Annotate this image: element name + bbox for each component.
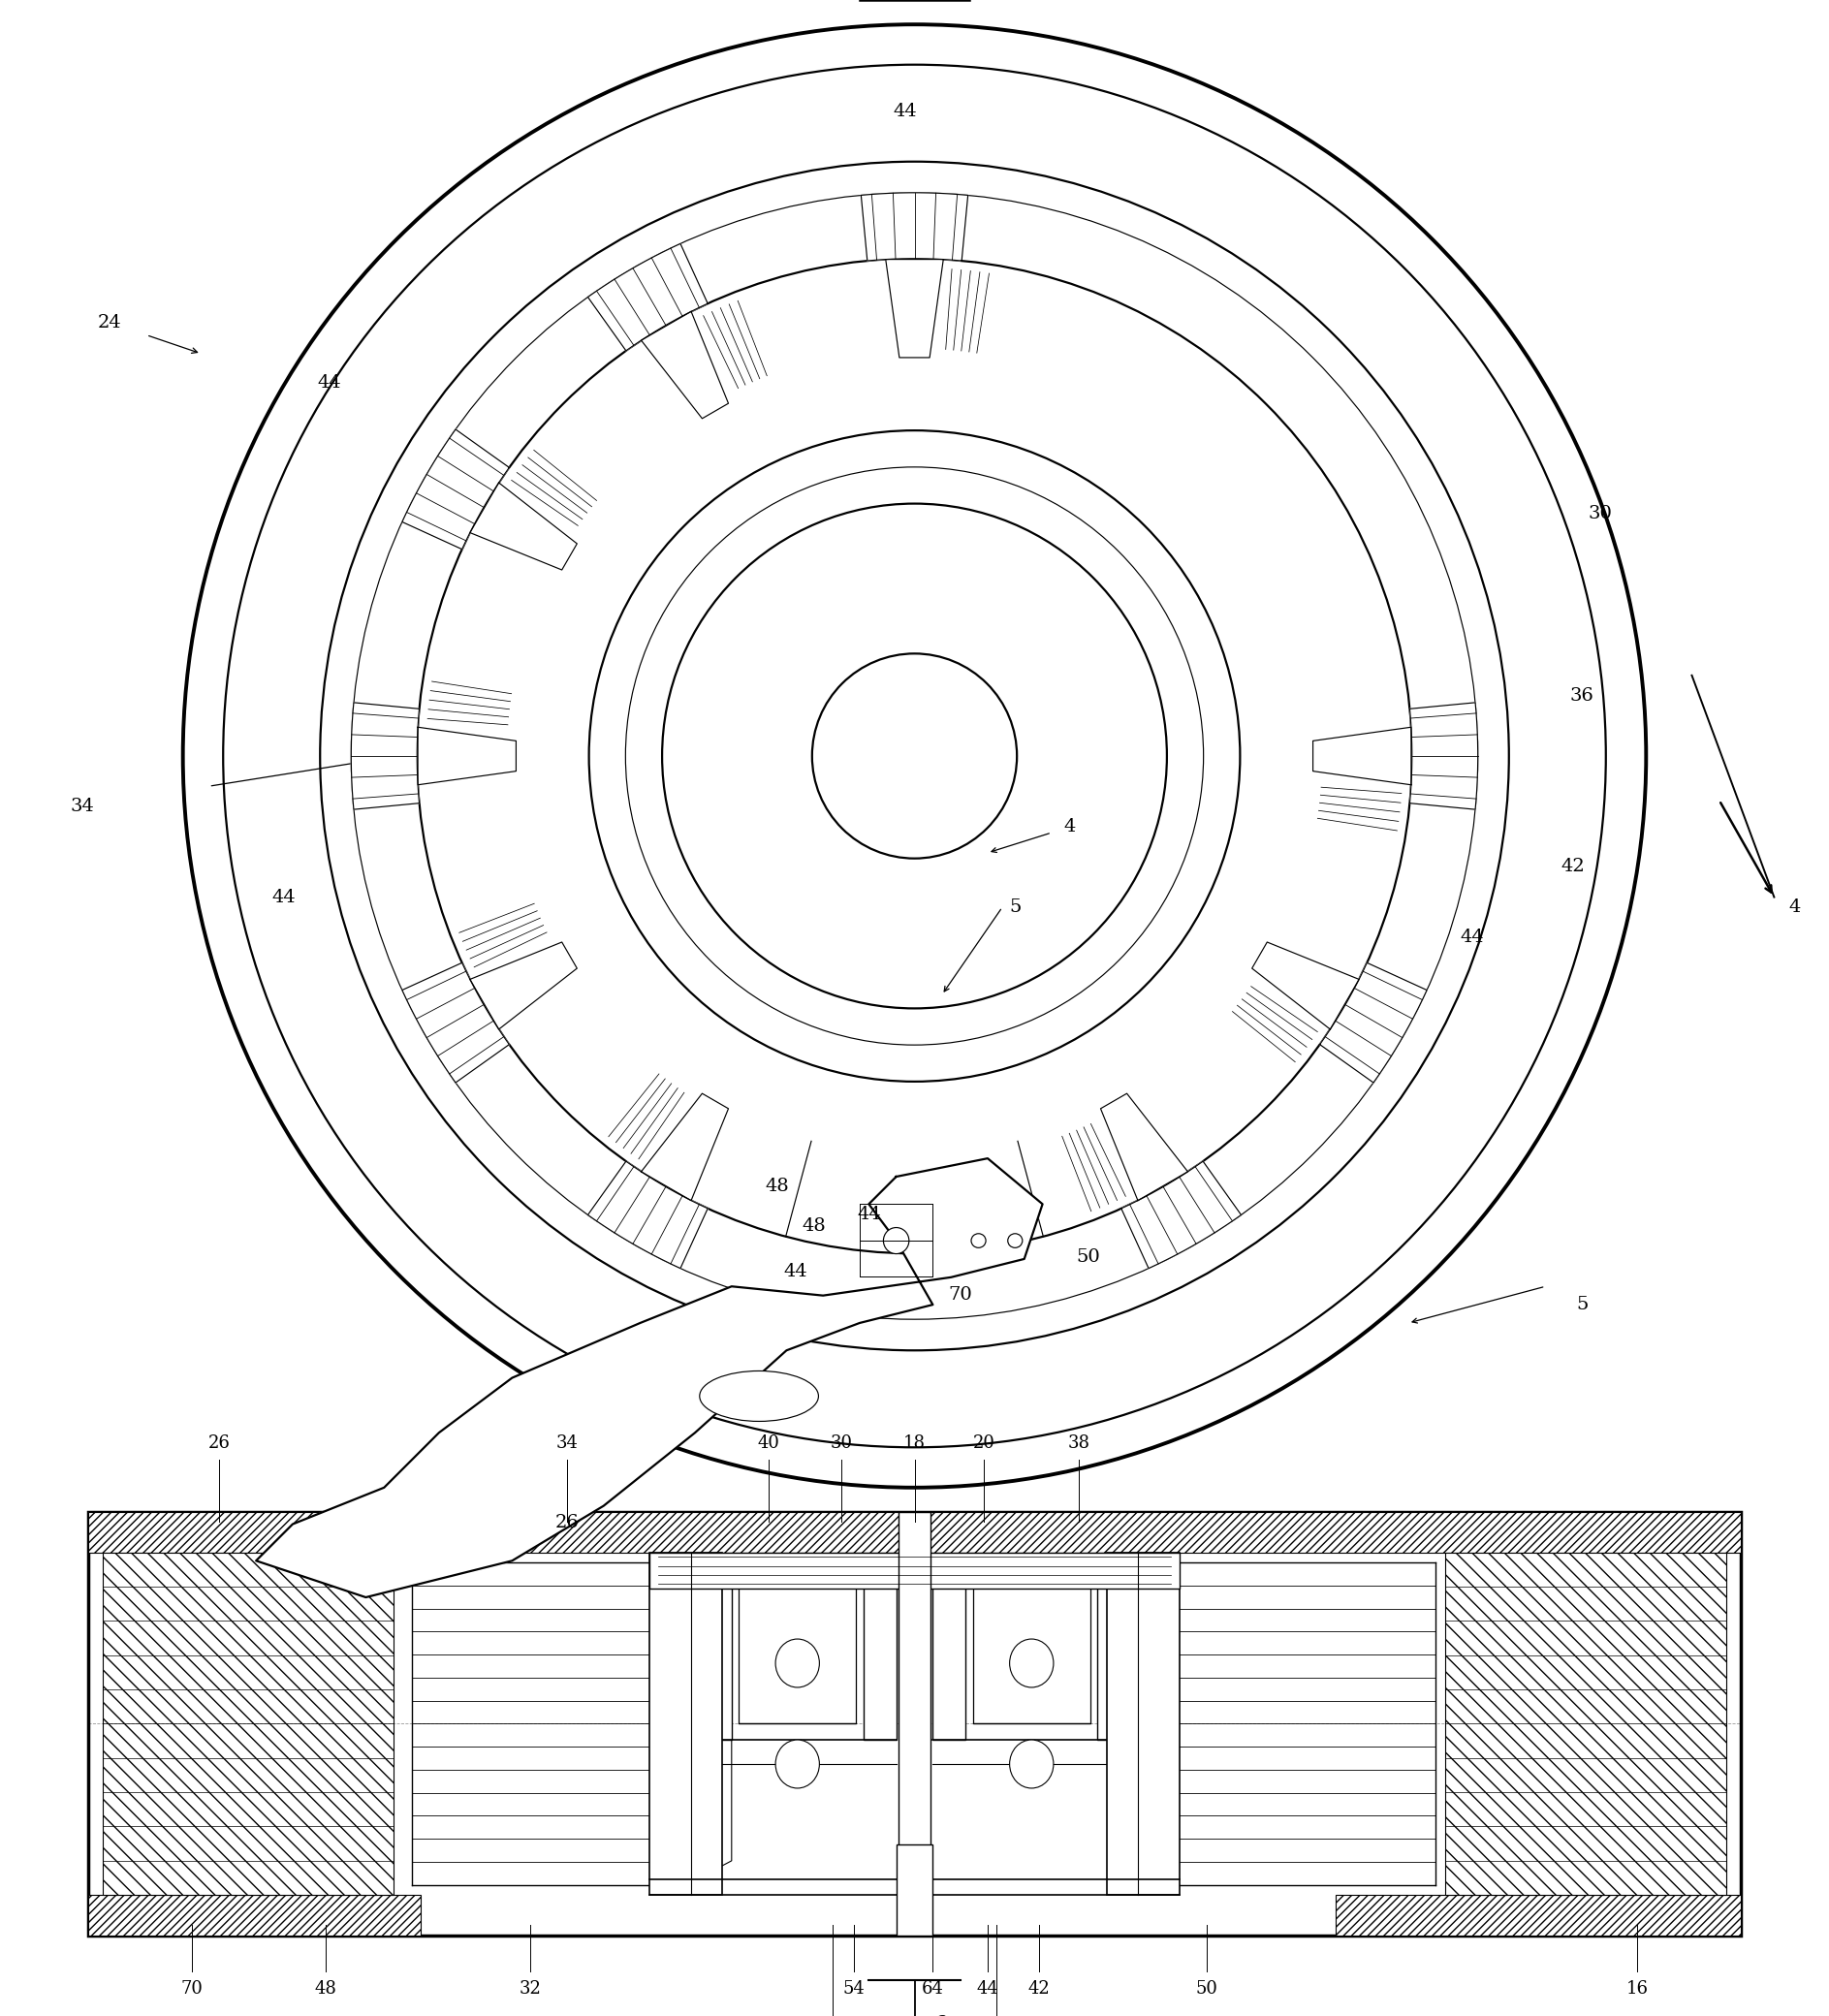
Polygon shape [402,964,508,1083]
Text: 18: 18 [904,1433,925,1452]
Polygon shape [1313,728,1412,784]
Bar [649,1552,722,1895]
Text: 44: 44 [271,889,296,905]
Polygon shape [1410,702,1478,810]
Bar [933,1556,966,1740]
Text: 44: 44 [977,1980,999,1998]
Text: 44: 44 [856,1206,882,1224]
Text: 42: 42 [1028,1980,1050,1998]
Text: 26: 26 [554,1514,580,1530]
Text: 44: 44 [316,375,342,391]
Ellipse shape [701,1371,819,1421]
Polygon shape [351,702,419,810]
Bar [973,1556,1090,1724]
Text: 48: 48 [765,1177,790,1195]
Text: 44: 44 [1460,929,1485,946]
Polygon shape [470,941,576,1030]
Text: 54: 54 [843,1980,865,1998]
Ellipse shape [883,1228,909,1254]
Polygon shape [470,482,576,571]
Text: 70: 70 [181,1980,203,1998]
Text: 48: 48 [315,1980,337,1998]
Bar [1335,1895,1741,1935]
Ellipse shape [1010,1740,1054,1788]
Polygon shape [1121,1161,1242,1268]
Bar [863,1556,896,1740]
Text: 30: 30 [830,1433,852,1452]
Bar [102,1552,393,1895]
Bar [699,1556,732,1740]
Text: 26: 26 [209,1433,230,1452]
Polygon shape [256,1159,1043,1597]
Ellipse shape [775,1639,819,1687]
Bar [898,1512,931,1935]
Ellipse shape [1010,1639,1054,1687]
Polygon shape [642,312,728,419]
Polygon shape [1101,1093,1187,1200]
Text: 24: 24 [97,314,123,331]
Text: 64: 64 [922,1980,944,1998]
Text: 42: 42 [1560,859,1586,875]
Bar [1445,1552,1727,1895]
Text: 44: 44 [893,103,918,119]
Bar [1107,1552,1180,1895]
Bar [88,1512,1741,1935]
Text: 4: 4 [1789,899,1802,915]
Text: 5: 5 [1577,1296,1588,1312]
Text: 48: 48 [801,1218,827,1236]
Polygon shape [885,260,944,357]
Polygon shape [1253,941,1359,1030]
Text: 34: 34 [70,798,95,814]
Polygon shape [417,728,516,784]
Bar [88,1512,1741,1552]
Text: 5: 5 [1010,899,1021,915]
Polygon shape [402,429,508,548]
Bar [649,1552,1180,1589]
Text: 34: 34 [556,1433,578,1452]
Text: 16: 16 [1626,1980,1648,1998]
Text: 32: 32 [519,1980,541,1998]
Text: 70: 70 [947,1286,973,1304]
Text: 38: 38 [1068,1433,1090,1452]
Text: 36: 36 [1569,687,1595,704]
Bar [1097,1556,1130,1740]
Polygon shape [686,1562,732,1885]
Text: 44: 44 [783,1262,808,1280]
Text: 40: 40 [757,1433,779,1452]
Polygon shape [642,1093,728,1200]
Bar [896,1845,933,1935]
Text: 4: 4 [1064,818,1075,835]
Text: 20: 20 [973,1433,995,1452]
Polygon shape [587,244,708,351]
Polygon shape [861,194,968,260]
Polygon shape [1321,964,1427,1083]
Bar [88,1895,421,1935]
Polygon shape [587,1161,708,1268]
Text: 50: 50 [1075,1248,1101,1266]
Bar [739,1556,856,1724]
Ellipse shape [775,1740,819,1788]
Text: 30: 30 [1588,506,1613,522]
Text: 50: 50 [1196,1980,1218,1998]
